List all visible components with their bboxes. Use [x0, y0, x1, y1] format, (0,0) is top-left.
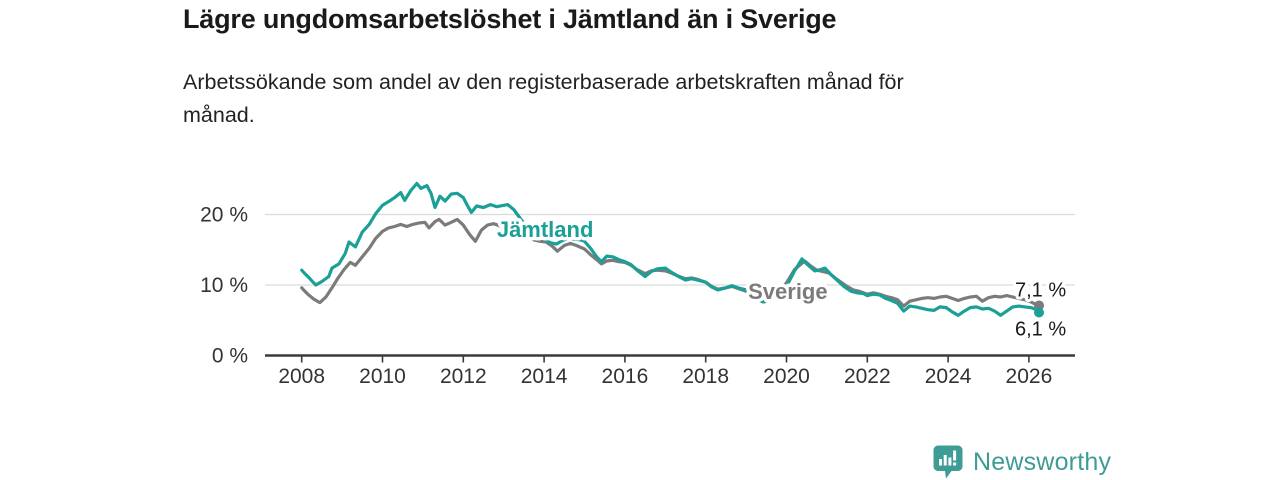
y-axis-tick-label: 10 % [200, 274, 248, 297]
newsworthy-logo: Newsworthy [933, 445, 1111, 479]
x-axis-tick-label: 2012 [440, 365, 487, 388]
bar-chart-speech-bubble-icon [933, 445, 963, 479]
end-value-label-jämtland: 6,1 % [1015, 318, 1066, 340]
chart-subtitle: Arbetssökande som andel av den registerb… [183, 66, 1123, 132]
x-axis-tick-label: 2018 [682, 365, 729, 388]
series-end-dot-sverige [1034, 300, 1044, 311]
x-axis-tick-label: 2010 [359, 365, 406, 388]
x-axis-tick-label: 2026 [1006, 365, 1053, 388]
y-axis-tick-label: 20 % [200, 204, 248, 227]
series-end-dot-jämtland [1034, 307, 1044, 318]
x-axis-tick-label: 2014 [521, 365, 568, 388]
chart-header: Lägre ungdomsarbetslöshet i Jämtland än … [183, 2, 1123, 132]
x-axis-tick-label: 2024 [925, 365, 972, 388]
series-name-label-jämtland: Jämtland [497, 217, 594, 242]
series-line-jämtland [300, 181, 1041, 317]
x-axis-tick-label: 2016 [602, 365, 649, 388]
x-axis-tick-label: 2008 [278, 365, 325, 388]
series-line-sverige [300, 217, 1041, 308]
subtitle-line-2: månad. [183, 103, 255, 127]
page-title: Lägre ungdomsarbetslöshet i Jämtland än … [183, 4, 837, 34]
x-axis-tick-label: 2022 [844, 365, 891, 388]
x-axis-tick-label: 2020 [763, 365, 810, 388]
subtitle-line-1: Arbetssökande som andel av den registerb… [183, 70, 904, 94]
y-axis-tick-label: 0 % [212, 345, 248, 368]
brand-wordmark: Newsworthy [973, 447, 1112, 476]
series-name-label-sverige: Sverige [748, 279, 828, 304]
end-value-label-sverige: 7,1 % [1015, 279, 1066, 301]
